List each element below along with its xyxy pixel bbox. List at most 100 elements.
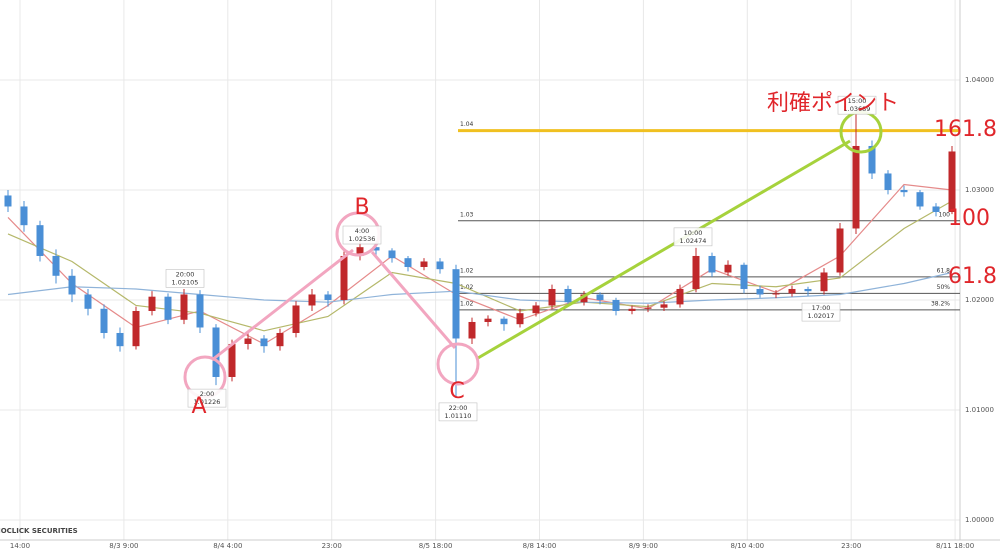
- candle-body: [708, 255, 716, 273]
- candle-body: [900, 189, 908, 193]
- candle-body: [644, 307, 652, 309]
- candle-body: [852, 145, 860, 229]
- candle-body: [612, 299, 620, 311]
- candle-body: [596, 294, 604, 300]
- fib-tag: 100: [939, 211, 951, 218]
- callout-time: 15:00: [848, 97, 867, 105]
- x-tick-label: 23:00: [322, 542, 342, 550]
- fib-label: 1.03: [460, 211, 474, 218]
- candle-body: [276, 332, 284, 347]
- x-tick-label: 8/9 9:00: [629, 542, 658, 550]
- y-tick-label: 1.04000: [965, 76, 994, 84]
- candle-body: [692, 255, 700, 289]
- line-bc: [370, 251, 457, 349]
- callout-price: 1.01110: [445, 412, 472, 420]
- y-tick-label: 1.03000: [965, 186, 994, 194]
- candle-body: [20, 206, 28, 226]
- fib-label: 1.04: [460, 121, 474, 128]
- candle-body: [868, 145, 876, 174]
- x-tick-label: 8/5 18:00: [419, 542, 453, 550]
- candle-body: [84, 294, 92, 309]
- candle-body: [580, 294, 588, 303]
- label-profit: 利確ポイント: [767, 91, 899, 116]
- candle-body: [36, 225, 44, 256]
- fib-label: 1.02: [460, 284, 474, 291]
- candle-body: [4, 195, 12, 207]
- plot-background: [0, 0, 960, 552]
- candle-body: [932, 206, 940, 212]
- callouts: 20:001.021054:001.0253622:001.011102:001…: [165, 95, 877, 422]
- candle-body: [180, 294, 188, 320]
- callout-box: [801, 302, 841, 322]
- candle-body: [68, 275, 76, 295]
- callout-price: 1.01226: [194, 398, 221, 406]
- candle-body: [628, 308, 636, 311]
- x-tick-label: 8/3 9:00: [109, 542, 138, 550]
- candle-body: [452, 269, 460, 339]
- fib-label: 1.02: [460, 300, 474, 307]
- callout-price: 1.02474: [680, 237, 707, 245]
- label-b: B: [354, 195, 369, 220]
- candle-body: [516, 313, 524, 325]
- candle-body: [372, 247, 380, 251]
- y-tick-label: 1.01000: [965, 406, 994, 414]
- candle-body: [404, 258, 412, 267]
- callout-time: 20:00: [176, 270, 195, 278]
- ratio-1618: 161.8: [934, 117, 997, 142]
- candle-body: [388, 250, 396, 259]
- candle-body: [564, 288, 572, 303]
- candle-body: [228, 343, 236, 377]
- x-tick-label: 23:00: [841, 542, 861, 550]
- candle-body: [884, 173, 892, 190]
- circle-c: [436, 342, 480, 386]
- candle-body: [292, 305, 300, 333]
- callout-box: [342, 225, 382, 245]
- callout-time: 22:00: [449, 404, 468, 412]
- candle-body: [212, 327, 220, 377]
- candle-body: [804, 288, 812, 292]
- watermark: GMOCLICK SECURITIES: [0, 527, 78, 535]
- callout-box: [438, 402, 478, 422]
- callout-price: 1.02017: [808, 312, 835, 320]
- callout-price: 1.02105: [172, 278, 199, 286]
- callout-box: [673, 227, 713, 247]
- candles: [4, 114, 956, 398]
- ratio-100: 100: [948, 206, 990, 231]
- candle-body: [308, 294, 316, 306]
- candle-body: [148, 296, 156, 311]
- callout-time: 17:00: [812, 304, 831, 312]
- fib-tag: 38.2%: [931, 300, 950, 307]
- candle-body: [756, 288, 764, 295]
- fib-tag: 61.8: [937, 267, 951, 274]
- candle-body: [196, 294, 204, 328]
- candle-body: [324, 294, 332, 300]
- candle-body: [52, 255, 60, 276]
- candle-body: [420, 261, 428, 267]
- callout-price: 1.02536: [349, 235, 376, 243]
- callout-box: [165, 269, 205, 288]
- label-a: A: [191, 394, 206, 419]
- candle-body: [468, 321, 476, 339]
- candle-body: [916, 192, 924, 207]
- candle-body: [788, 288, 796, 294]
- candle-body: [948, 151, 956, 212]
- x-tick-label: 8/4 4:00: [213, 542, 242, 550]
- callout-box: [837, 95, 877, 115]
- fib-label: 1.02: [460, 267, 474, 274]
- y-tick-label: 1.00000: [965, 516, 994, 524]
- candle-body: [740, 264, 748, 289]
- candle-body: [772, 293, 780, 295]
- callout-time: 2:00: [200, 390, 215, 398]
- candle-body: [260, 338, 268, 347]
- fib-levels: 1.04 1.03 100 1.02 61.8 1.02 50% 1.02 38.2%: [458, 121, 960, 311]
- candle-body: [532, 305, 540, 314]
- candle-body: [836, 228, 844, 273]
- callout-time: 10:00: [684, 229, 703, 237]
- candle-body: [660, 304, 668, 308]
- candle-body: [116, 332, 124, 347]
- candle-body: [100, 308, 108, 333]
- candle-body: [244, 338, 252, 344]
- y-tick-label: 1.02000: [965, 296, 994, 304]
